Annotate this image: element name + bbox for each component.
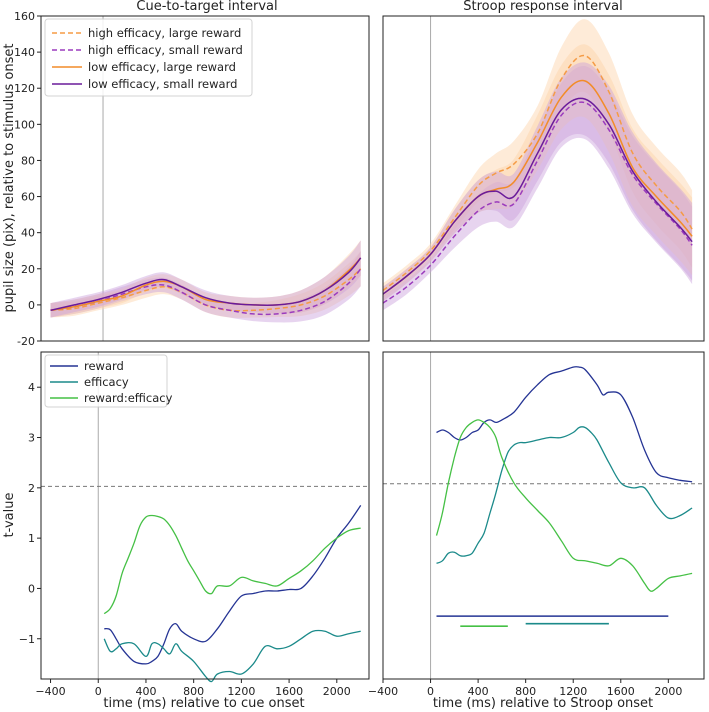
xtick-label: 0 xyxy=(427,685,434,698)
xtick-label: 1200 xyxy=(227,685,255,698)
ytick-label: 2 xyxy=(28,482,35,495)
legend-label-efficacy: efficacy xyxy=(84,375,129,389)
title-cue-pupil: Cue-to-target interval xyxy=(136,0,277,14)
panel-cue-pupil: Cue-to-target interval -20 0 20 40 60 80 100 12… xyxy=(2,0,370,348)
ytick-label: 0 xyxy=(28,582,35,595)
xtick-label: 400 xyxy=(135,685,156,698)
legend-t: reward efficacy reward:efficacy xyxy=(44,354,173,408)
t-line-efficacy xyxy=(436,426,693,564)
t-line-efficacy xyxy=(103,629,361,683)
t-line-reward xyxy=(104,505,362,665)
ylabel-t: t-value xyxy=(2,493,17,538)
ci-band-0 xyxy=(383,19,693,298)
xlabel-stroop: time (ms) relative to Stroop onset xyxy=(433,696,653,711)
title-stroop-pupil: Stroop response interval xyxy=(463,0,622,14)
ytick-label: 3 xyxy=(28,432,35,445)
frame-cue-pupil xyxy=(40,15,370,342)
legend-label-hi-large: high efficacy, large reward xyxy=(88,26,241,40)
xtick-label: 800 xyxy=(183,685,204,698)
ytick-label: 40 xyxy=(21,227,35,240)
t-line-reward-efficacy xyxy=(435,419,693,592)
frame-stroop-pupil xyxy=(382,15,705,342)
ytick-label: 60 xyxy=(21,191,35,204)
panel-stroop-t: −400 0 400 800 1200 1600 2000 time (ms) relati… xyxy=(368,351,705,711)
ytick-label: 80 xyxy=(21,154,35,167)
xtick-label: −400 xyxy=(368,685,398,698)
ytick-label: 1 xyxy=(28,532,35,545)
ylabel-pupil: pupil size (pix), relative to stimulus o… xyxy=(2,44,17,313)
frame-cue-t xyxy=(40,351,370,680)
xtick-label: 0 xyxy=(95,685,102,698)
legend-label-hi-small: high efficacy, small reward xyxy=(88,43,243,57)
xtick-label: 400 xyxy=(468,685,489,698)
ci-band-2 xyxy=(50,240,361,318)
frame-stroop-t xyxy=(382,351,705,680)
legend-box-pupil xyxy=(44,18,253,97)
t-line-reward-efficacy xyxy=(103,514,361,615)
legend-label-interaction: reward:efficacy xyxy=(84,391,173,405)
legend-box-t xyxy=(44,354,168,408)
legend-label-reward: reward xyxy=(84,359,124,373)
panel-stroop-pupil: Stroop response interval xyxy=(382,0,705,342)
ytick-label: 120 xyxy=(14,82,35,95)
series-line-high-efficacy-small-reward xyxy=(50,268,362,316)
xtick-label: 800 xyxy=(515,685,536,698)
t-line-reward xyxy=(436,366,693,483)
ytick-label: −1 xyxy=(19,633,35,646)
xtick-label: 1600 xyxy=(607,685,635,698)
xtick-label: 2000 xyxy=(654,685,682,698)
ytick-label: 140 xyxy=(14,46,35,59)
ci-band-2 xyxy=(383,44,693,302)
series-line-high-efficacy-small-reward xyxy=(382,101,693,304)
ci-band-0 xyxy=(50,251,361,318)
xlabel-cue: time (ms) relative to cue onset xyxy=(103,696,304,711)
series-line-low-efficacy-small-reward xyxy=(50,257,362,312)
xtick-label: 2000 xyxy=(323,685,351,698)
legend-label-lo-large: low efficacy, large reward xyxy=(88,60,236,74)
legend-pupil: high efficacy, large reward high efficac… xyxy=(44,18,253,97)
ytick-label: 100 xyxy=(14,118,35,131)
ytick-label: 160 xyxy=(14,10,35,23)
series-line-high-efficacy-large-reward xyxy=(382,54,693,292)
series-line-low-efficacy-small-reward xyxy=(382,97,693,295)
xtick-label: 1200 xyxy=(559,685,587,698)
ytick-label: 4 xyxy=(28,381,35,394)
ytick-label: -20 xyxy=(17,335,35,348)
ytick-label: 20 xyxy=(21,263,35,276)
ci-band-3 xyxy=(50,240,361,318)
legend-label-lo-small: low efficacy, small reward xyxy=(88,77,237,91)
xtick-label: −400 xyxy=(35,685,65,698)
ci-band-3 xyxy=(383,62,693,302)
xtick-label: 1600 xyxy=(275,685,303,698)
ytick-label: 0 xyxy=(28,299,35,312)
